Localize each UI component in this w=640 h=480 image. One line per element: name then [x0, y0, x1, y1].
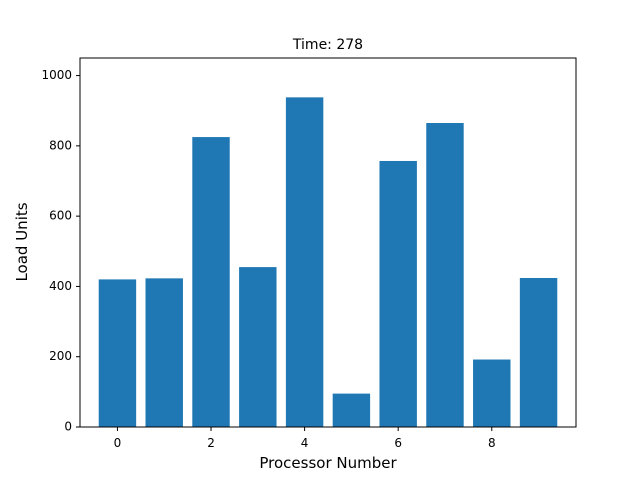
bar-processor-4	[285, 97, 324, 428]
plot-frame	[79, 57, 577, 428]
x-axis-label: Processor Number	[259, 454, 397, 472]
bar-processor-7	[426, 123, 464, 427]
bar-processor-1	[145, 278, 183, 427]
y-tick-label-0: 0	[64, 420, 72, 434]
bar-processor-6	[379, 160, 417, 427]
x-tick-label-0: 0	[114, 436, 122, 450]
bar-processor-0	[98, 279, 137, 427]
bar-processor-9	[519, 277, 558, 427]
y-tick-label-600: 600	[49, 209, 72, 223]
x-tick-label-2: 2	[207, 436, 215, 450]
y-tick-label-400: 400	[49, 279, 72, 293]
x-tick-label-6: 6	[394, 436, 402, 450]
y-axis-ticks: 0 200 400 600 800 1000	[41, 68, 80, 434]
bar-processor-3	[239, 267, 277, 427]
y-tick-label-200: 200	[49, 349, 72, 363]
bar-processor-8	[473, 359, 511, 427]
chart-title: Time: 278	[292, 37, 363, 53]
bars-layer	[98, 97, 558, 428]
x-tick-label-4: 4	[301, 436, 309, 450]
bar-processor-2	[192, 137, 230, 427]
x-tick-label-8: 8	[488, 436, 496, 450]
y-tick-label-800: 800	[49, 138, 72, 152]
bar-processor-5	[332, 393, 371, 427]
y-tick-label-1000: 1000	[41, 68, 72, 82]
x-axis-ticks: 0 2 4 6 8	[114, 427, 496, 450]
y-axis-label: Load Units	[13, 202, 31, 281]
